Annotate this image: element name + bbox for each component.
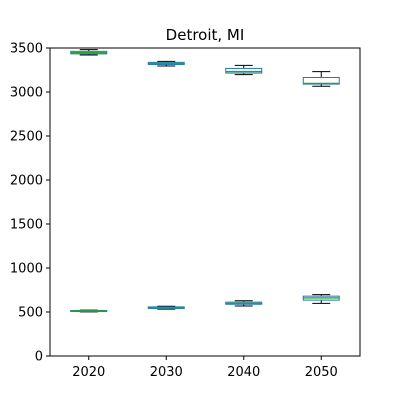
- box-2030-1: [147, 60, 185, 67]
- x-tick-label: 2020: [72, 365, 105, 380]
- y-tick-label: 2000: [10, 174, 43, 189]
- y-tick-label: 1500: [10, 218, 43, 233]
- y-tick-label: 3500: [10, 42, 43, 57]
- y-tick-label: 500: [18, 306, 43, 321]
- box-2050-1: [302, 71, 340, 87]
- x-tick-label: 2040: [227, 365, 260, 380]
- box-2020-2: [70, 309, 108, 313]
- box-2040-2: [225, 300, 263, 307]
- box-2020-1: [70, 49, 108, 56]
- axes-frame: [49, 47, 361, 357]
- plot-area: [70, 49, 340, 313]
- box-body: [302, 76, 340, 85]
- box-2040-1: [225, 64, 263, 76]
- y-tick-label: 1000: [10, 262, 43, 277]
- box-2050-2: [302, 294, 340, 304]
- x-tick-label: 2050: [305, 365, 338, 380]
- y-tick-label: 3000: [10, 86, 43, 101]
- y-tick-label: 2500: [10, 130, 43, 145]
- x-tick-label: 2030: [150, 365, 183, 380]
- axes: 0 500 1000 1500 2000 2500 3000 3500 2020 2030 2040…: [10, 42, 361, 380]
- chart-title: Detroit, MI: [166, 26, 245, 44]
- box-body: [225, 67, 263, 74]
- box-2030-2: [147, 305, 185, 310]
- y-tick-label: 0: [35, 350, 43, 365]
